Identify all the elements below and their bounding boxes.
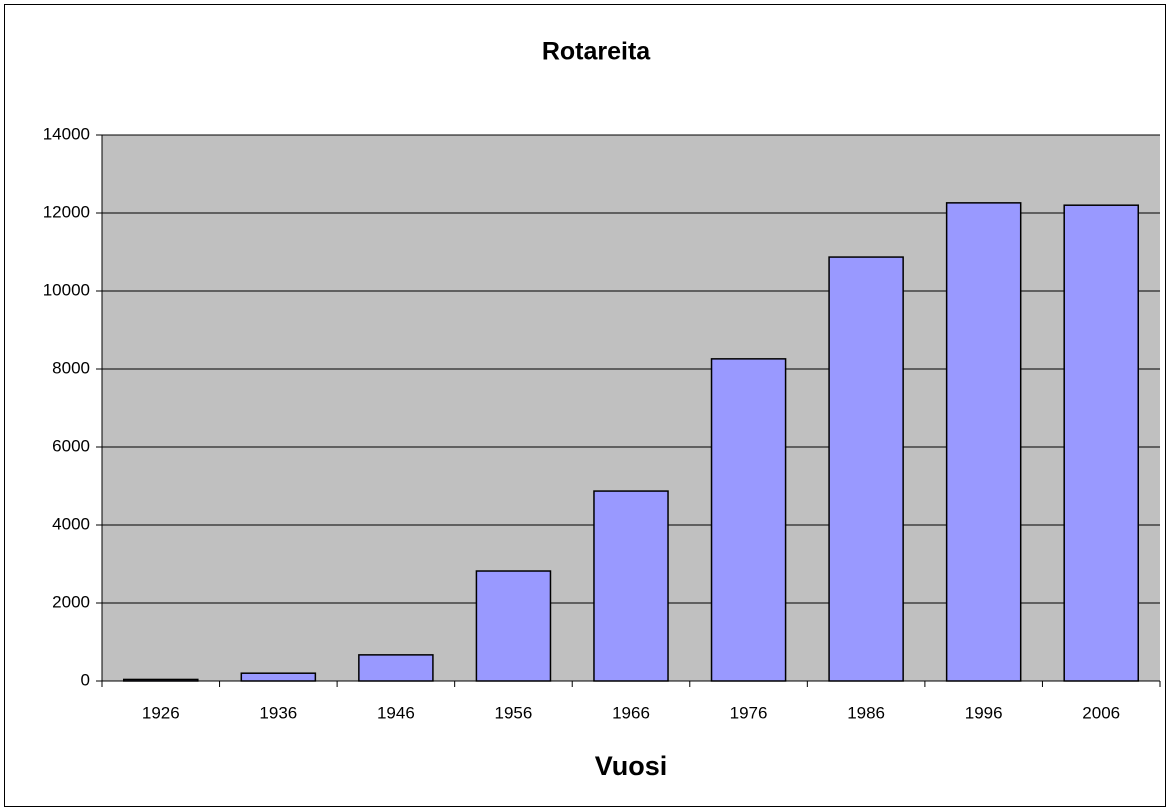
y-tick-label: 0	[81, 670, 90, 689]
x-tick-label: 1946	[377, 703, 415, 722]
x-tick-label: 2006	[1082, 703, 1120, 722]
y-tick-label: 2000	[52, 592, 90, 611]
bar	[828, 256, 904, 682]
x-tick-label: 1956	[495, 703, 533, 722]
bar	[358, 654, 434, 682]
bar	[240, 672, 317, 682]
x-tick-label: 1936	[259, 703, 297, 722]
chart-title: Rotareita	[542, 38, 651, 66]
bar	[710, 358, 787, 682]
y-tick-label: 10000	[43, 280, 90, 299]
bar	[475, 570, 552, 682]
x-tick-label: 1986	[847, 703, 885, 722]
x-tick-label: 1966	[612, 703, 650, 722]
y-tick-label: 14000	[43, 124, 90, 143]
x-axis-title: Vuosi	[595, 751, 668, 781]
x-tick-label: 1976	[730, 703, 768, 722]
bar	[593, 490, 669, 682]
bar	[945, 202, 1022, 682]
x-tick-label: 1996	[965, 703, 1003, 722]
bar	[1063, 204, 1140, 682]
x-tick-label: 1926	[142, 703, 180, 722]
y-tick-label: 4000	[52, 514, 90, 533]
y-tick-label: 6000	[52, 436, 90, 455]
y-tick-label: 8000	[52, 358, 90, 377]
y-tick-label: 12000	[43, 202, 90, 221]
